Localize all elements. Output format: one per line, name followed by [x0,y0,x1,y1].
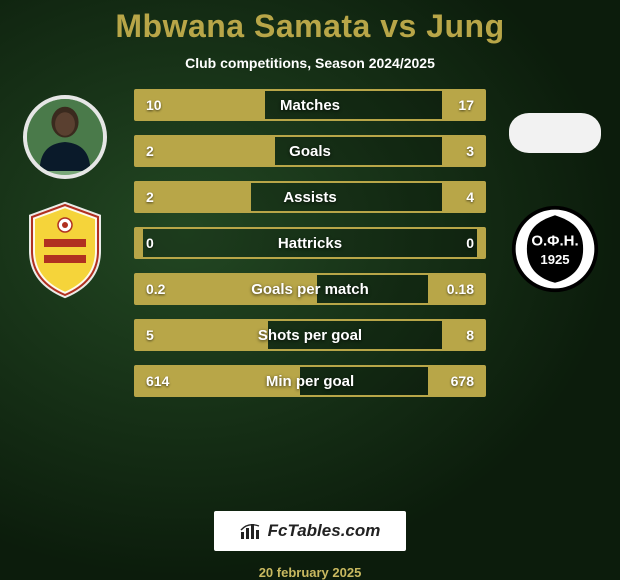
player-photo-left [23,95,107,179]
right-column: Ο.Φ.Η. 1925 [490,89,620,299]
date-line: 20 february 2025 [259,565,362,580]
stat-label: Hattricks [136,229,484,257]
player-silhouette-icon [27,95,103,175]
stat-row: 23Goals [134,135,486,167]
stat-row: 1017Matches [134,89,486,121]
stat-value-left: 0.2 [136,275,175,303]
main-row: 1017Matches23Goals24Assists00Hattricks0.… [0,89,620,487]
stat-value-left: 2 [136,183,164,211]
stat-value-right: 678 [441,367,484,395]
page-subtitle: Club competitions, Season 2024/2025 [185,55,435,71]
stat-row: 0.20.18Goals per match [134,273,486,305]
shield-icon [20,199,110,299]
stat-value-right: 0.18 [437,275,484,303]
club-badge-right: Ο.Φ.Η. 1925 [510,199,600,299]
stat-value-left: 5 [136,321,164,349]
stat-value-left: 10 [136,91,172,119]
brand-badge: FcTables.com [214,511,407,551]
stat-value-right: 4 [456,183,484,211]
page-title: Mbwana Samata vs Jung [115,8,504,45]
left-column [0,89,130,299]
stat-value-right: 17 [448,91,484,119]
bar-chart-icon [240,522,262,540]
stat-row: 24Assists [134,181,486,213]
infographic-root: Mbwana Samata vs Jung Club competitions,… [0,0,620,580]
stat-value-right: 8 [456,321,484,349]
stat-value-right: 3 [456,137,484,165]
stats-column: 1017Matches23Goals24Assists00Hattricks0.… [130,89,490,397]
stat-value-left: 614 [136,367,179,395]
crest-year: 1925 [540,252,569,267]
club-crest-icon: Ο.Φ.Η. 1925 [510,201,600,297]
club-badge-left [20,199,110,299]
stat-value-left: 0 [136,229,164,257]
player-photo-right [509,113,601,153]
stat-value-left: 2 [136,137,164,165]
stat-value-right: 0 [456,229,484,257]
stat-row: 614678Min per goal [134,365,486,397]
stat-row: 0 0Hattricks [134,227,486,259]
brand-label: FcTables.com [268,521,381,541]
stat-row: 58Shots per goal [134,319,486,351]
crest-text-top: Ο.Φ.Η. [531,232,578,249]
